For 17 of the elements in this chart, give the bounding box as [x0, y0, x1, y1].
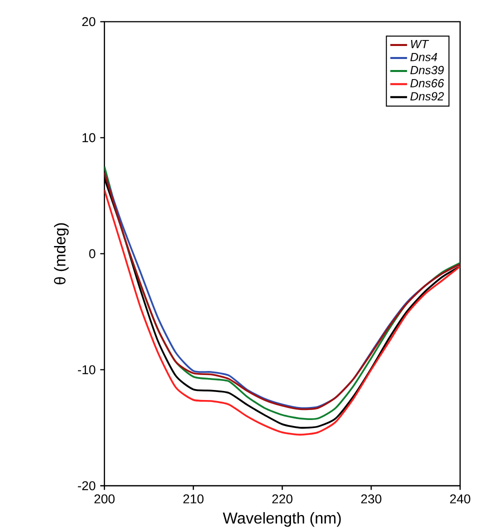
y-tick-label: 0	[89, 249, 96, 258]
y-axis-title: θ (mdeg)	[54, 223, 69, 284]
legend-label: Dns4	[410, 52, 438, 62]
x-tick-label: 220	[272, 494, 293, 504]
y-tick-label: -10	[78, 365, 96, 374]
legend-label: Dns39	[410, 66, 444, 74]
y-tick-label: -20	[78, 481, 96, 490]
legend-label: WT	[411, 40, 430, 48]
y-tick-label: 10	[82, 133, 96, 142]
x-tick-label: 200	[94, 494, 115, 504]
x-axis-title: Wavelength (nm)	[222, 512, 341, 527]
x-tick-label: 240	[450, 494, 470, 504]
x-tick-label: 230	[361, 494, 382, 504]
legend-label: Dns66	[410, 79, 444, 88]
x-tick-label: 210	[183, 494, 204, 504]
legend-label: Dns92	[410, 92, 444, 100]
y-tick-label: 20	[82, 17, 96, 26]
